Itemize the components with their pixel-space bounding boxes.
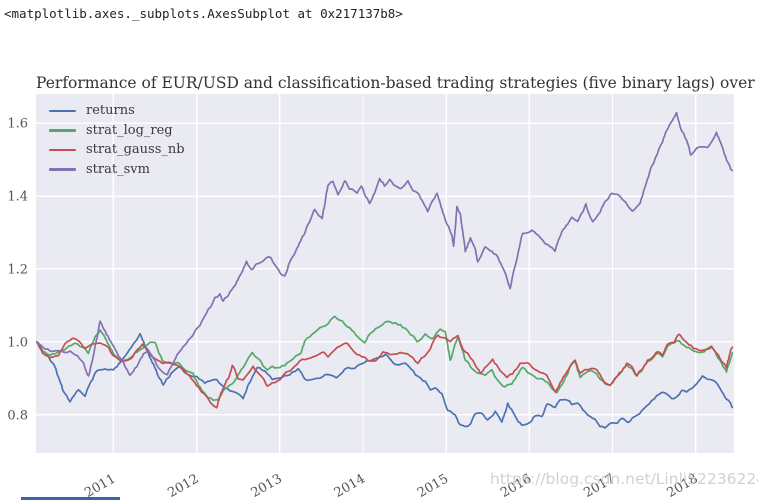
legend-swatch-strat_svm [49,168,76,171]
legend-item-returns: returns [49,101,185,121]
series-line-strat_gauss_nb [36,333,734,409]
legend-item-strat_svm: strat_svm [49,160,185,180]
x-tick-label: 2013 [249,471,285,500]
series-line-returns [36,332,734,429]
selection-highlight-bar [21,497,120,500]
watermark: https://blog.csdn.net/Linli522362242 [490,470,758,488]
legend-label-strat_gauss_nb: strat_gauss_nb [86,142,185,158]
legend-swatch-strat_gauss_nb [49,148,76,151]
axes-background [36,94,734,453]
y-tick-label: 1.6 [7,117,28,132]
legend-item-strat_log_reg: strat_log_reg [49,121,185,141]
y-tick-label: 1.0 [7,335,28,350]
chart-title: Performance of EUR/USD and classificatio… [36,74,758,92]
legend-label-strat_svm: strat_svm [86,161,150,177]
legend: returns strat_log_reg strat_gauss_nb strat_… [49,101,185,179]
x-tick-label: 2012 [165,471,201,500]
series-line-strat_svm [36,111,734,377]
y-tick-label: 1.4 [7,190,28,205]
legend-item-strat_gauss_nb: strat_gauss_nb [49,140,185,160]
x-tick-label: 2014 [332,471,368,500]
legend-label-strat_log_reg: strat_log_reg [86,122,173,138]
legend-swatch-returns [49,109,76,112]
legend-label-returns: returns [86,103,135,119]
legend-swatch-strat_log_reg [49,129,76,132]
x-tick-label: 2011 [82,471,118,500]
console-output: <matplotlib.axes._subplots.AxesSubplot a… [4,6,403,21]
x-tick-label: 2015 [415,471,451,500]
y-tick-label: 0.8 [7,408,28,423]
y-tick-label: 1.2 [7,262,28,277]
